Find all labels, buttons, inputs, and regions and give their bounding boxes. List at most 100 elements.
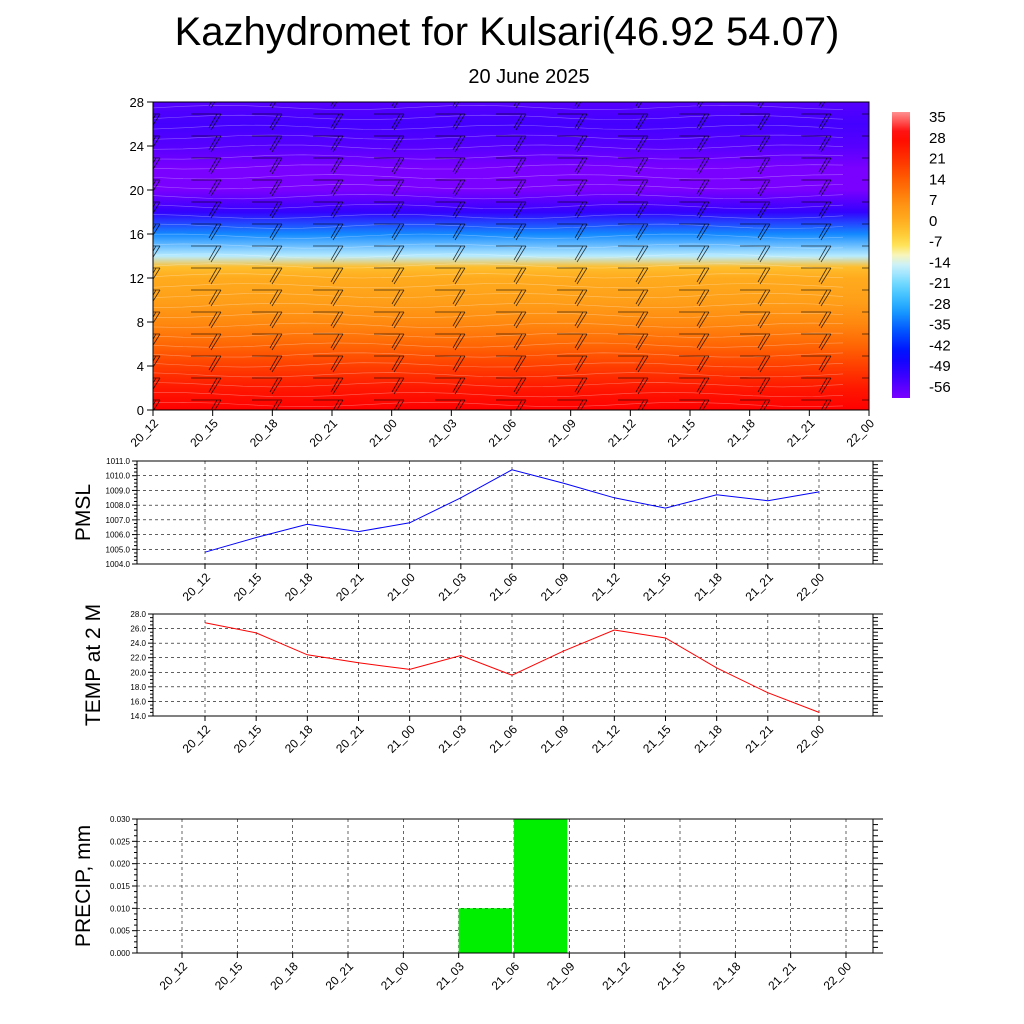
y-tick-label: 14.0 [130, 712, 146, 721]
y-tick-label: 0.030 [110, 815, 131, 824]
grid [137, 460, 873, 565]
x-tick-label: 20_21 [323, 959, 357, 993]
y-tick-label: 0.000 [110, 949, 131, 958]
y-tick-label: 1010.0 [106, 472, 131, 481]
colorbar-label: 21 [929, 151, 946, 168]
heatmap-panel: 0 4 8 12 16 20 24 28 20_12 20_15 20_18 20_21 21_00 21… [128, 95, 878, 450]
x-tick-label: 21_06 [489, 959, 523, 993]
x-tick-label: 21_18 [724, 416, 758, 450]
series-line [204, 622, 820, 713]
y-tick-label: 1007.0 [106, 516, 131, 525]
y-axis-title: PMSL [72, 484, 95, 541]
x-tick-label: 21_12 [589, 570, 623, 604]
x-tick-label: 20_18 [282, 570, 316, 604]
colorbar-label: -35 [929, 317, 951, 334]
grid [153, 613, 873, 717]
x-tick-label: 21_03 [433, 959, 467, 993]
y-tick-label: 0.020 [110, 860, 131, 869]
x-tick-label: 21_09 [538, 570, 572, 604]
x-tick-label: 20_18 [282, 722, 316, 756]
x-tick-label: 22_00 [844, 416, 878, 450]
x-tick-label: 21_09 [545, 416, 579, 450]
x-tick-label: 20_18 [267, 959, 301, 993]
x-tick-label: 21_21 [742, 570, 776, 604]
x-tick-label: 22_00 [794, 570, 828, 604]
x-tick-label: 21_21 [765, 959, 799, 993]
x-tick-label: 21_03 [435, 722, 469, 756]
x-tick-label: 20_15 [212, 959, 246, 993]
precip-bar [458, 908, 512, 953]
series-line [204, 469, 820, 553]
y-tick-label: 16 [130, 227, 144, 242]
y-tick-label: 20.0 [130, 668, 146, 677]
y-tick-label: 26.0 [130, 625, 146, 634]
colorbar-label: -42 [929, 337, 951, 354]
y-tick-label: 0 [137, 403, 144, 418]
colorbar-label: -14 [929, 254, 951, 271]
y-tick-label: 28.0 [130, 610, 146, 619]
y-tick-label: 24 [130, 139, 144, 154]
x-tick-label: 21_21 [742, 722, 776, 756]
x-tick-label: 21_00 [378, 959, 412, 993]
y-tick-label: 12 [130, 271, 144, 286]
y-tick-label: 24.0 [130, 639, 146, 648]
x-tick-label: 21_00 [366, 416, 400, 450]
x-tick-label: 21_09 [538, 722, 572, 756]
x-tick-label: 20_15 [231, 570, 265, 604]
x-tick-label: 21_00 [384, 570, 418, 604]
y-tick-label: 18.0 [130, 683, 146, 692]
x-tick-label: 22_00 [821, 959, 855, 993]
colorbar-label: -28 [929, 296, 951, 313]
y-tick-label: 16.0 [130, 697, 146, 706]
y-tick-label: 4 [137, 359, 144, 374]
panel-frame [152, 613, 874, 717]
colorbar-label: 28 [929, 130, 946, 147]
y-tick-label: 0.010 [110, 904, 131, 913]
colorbar-label: -56 [929, 379, 951, 396]
panel-frame [136, 460, 874, 565]
chart-subtitle: 20 June 2025 [468, 66, 590, 88]
wind-barbs [153, 102, 869, 410]
x-tick-label: 21_06 [487, 570, 521, 604]
y-axis-title: PRECIP, mm [72, 825, 95, 947]
x-tick-label: 21_15 [665, 416, 699, 450]
x-tick-label: 21_21 [784, 416, 818, 450]
x-tick-label: 20_12 [157, 959, 191, 993]
y-tick-label: 1006.0 [106, 531, 131, 540]
x-tick-label: 21_03 [426, 416, 460, 450]
x-tick-label: 20_12 [180, 570, 214, 604]
x-tick-label: 21_18 [691, 570, 725, 604]
x-tick-label: 21_12 [599, 959, 633, 993]
y-axis-title: TEMP at 2 M [82, 604, 105, 726]
x-tick-label: 21_06 [486, 416, 520, 450]
y-tick-label: 20 [130, 183, 144, 198]
x-tick-label: 21_18 [691, 722, 725, 756]
y-tick-label: 1008.0 [106, 501, 131, 510]
y-tick-label: 0.025 [110, 837, 131, 846]
colorbar-label: 0 [929, 213, 937, 230]
y-tick-label: 22.0 [130, 654, 146, 663]
pmsl-panel: 1004.0 1005.0 1006.0 1007.0 1008.0 1009.0 1010… [72, 457, 883, 604]
x-tick-label: 21_06 [487, 722, 521, 756]
y-tick-label: 28 [130, 95, 144, 110]
x-tick-label: 20_18 [247, 416, 281, 450]
x-tick-label: 21_03 [435, 570, 469, 604]
x-tick-label: 21_12 [589, 722, 623, 756]
colorbar-label: -7 [929, 234, 942, 251]
x-tick-label: 20_15 [187, 416, 221, 450]
y-tick-label: 8 [137, 315, 144, 330]
x-tick-label: 21_12 [605, 416, 639, 450]
colorbar-label: 14 [929, 171, 946, 188]
x-tick-label: 20_21 [307, 416, 341, 450]
y-tick-label: 0.005 [110, 927, 131, 936]
colorbar-label: 7 [929, 192, 937, 209]
x-tick-label: 21_15 [655, 959, 689, 993]
x-tick-label: 20_15 [231, 722, 265, 756]
y-tick-label: 1004.0 [106, 560, 131, 569]
y-tick-label: 1009.0 [106, 486, 131, 495]
x-tick-label: 20_12 [128, 416, 162, 450]
x-tick-label: 22_00 [794, 722, 828, 756]
chart-title: Kazhydromet for Kulsari(46.92 54.07) [174, 10, 840, 54]
x-tick-label: 21_15 [640, 570, 674, 604]
y-tick-label: 0.015 [110, 882, 131, 891]
